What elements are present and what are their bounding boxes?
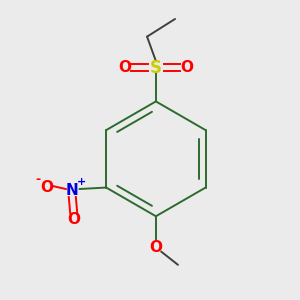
Text: O: O [149, 240, 162, 255]
Text: O: O [40, 180, 53, 195]
Text: +: + [76, 177, 86, 187]
Text: N: N [66, 183, 79, 198]
Text: -: - [36, 173, 41, 186]
Text: S: S [150, 58, 162, 76]
Text: O: O [118, 60, 131, 75]
Text: O: O [180, 60, 193, 75]
Text: O: O [67, 212, 80, 227]
